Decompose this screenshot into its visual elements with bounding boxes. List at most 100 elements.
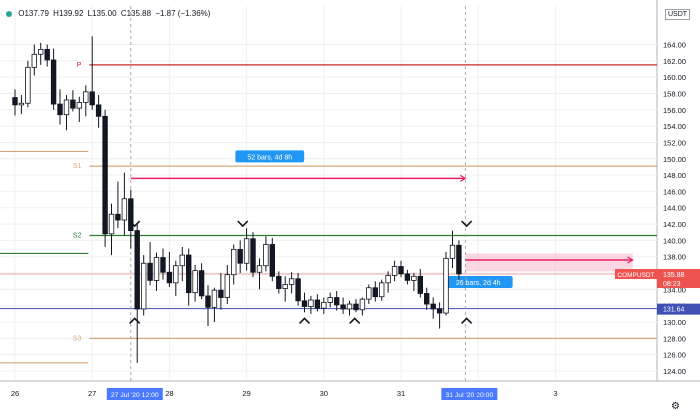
- candle-body: [153, 257, 160, 281]
- bottom-marker-icon: [349, 317, 361, 324]
- measure-arrow-icon: [627, 256, 634, 264]
- close-value: C135.88: [120, 9, 152, 18]
- candle-body: [31, 53, 37, 68]
- candle-body: [83, 91, 89, 103]
- candle-body: [18, 102, 25, 106]
- candle-body: [57, 103, 63, 116]
- candle-body: [424, 293, 430, 305]
- price-tick-label: 146.00: [663, 187, 686, 196]
- price-tick-label: 128.00: [663, 334, 686, 343]
- symbol-tag: [615, 269, 657, 280]
- candle-body: [449, 244, 456, 259]
- candle-body: [353, 303, 359, 311]
- candle-body: [38, 48, 44, 55]
- bar-countdown-label: 08:23: [663, 281, 681, 288]
- price-axis-panel: [657, 0, 700, 416]
- candle-body: [166, 271, 173, 284]
- pivot-label-s2: S2: [73, 232, 82, 239]
- measure-range-box: [465, 253, 633, 272]
- symbol-status-icon: [6, 10, 12, 17]
- top-marker-icon: [129, 220, 141, 228]
- price-tick-label: 126.00: [663, 351, 686, 360]
- candle-body: [243, 238, 250, 264]
- change-value: −1.87 (−1.36%): [155, 9, 211, 18]
- candle-body: [346, 303, 353, 310]
- support-price-tag: [657, 303, 700, 315]
- price-tick-label: 148.00: [663, 171, 686, 180]
- candle-body: [224, 274, 230, 298]
- candle-body: [443, 257, 449, 314]
- price-tick-label: 130.00: [663, 318, 686, 327]
- candle-body: [301, 300, 308, 307]
- price-tick-label: 138.00: [663, 253, 686, 262]
- candle-body: [211, 289, 218, 308]
- candle-body: [231, 248, 237, 276]
- time-tick-label: 31: [397, 389, 405, 398]
- candle-body: [340, 304, 346, 310]
- candle-body: [269, 244, 276, 277]
- symbol-tag-label: COMPUSDT: [617, 272, 654, 279]
- candle-body: [89, 91, 95, 106]
- candle-body: [321, 302, 327, 309]
- candle-body: [288, 278, 295, 285]
- candle-body: [282, 284, 288, 289]
- candle-body: [436, 308, 443, 314]
- time-tick-label: 30: [320, 389, 328, 398]
- price-tick-label: 142.00: [663, 220, 686, 229]
- price-tick-label: 162.00: [663, 57, 686, 66]
- measure-arrow-icon: [460, 174, 467, 182]
- candle-body: [76, 102, 83, 109]
- price-tick-label: 124.00: [663, 367, 686, 376]
- price-tick-label: 160.00: [663, 73, 686, 82]
- candle-body: [250, 238, 256, 273]
- measure-label-box: [443, 276, 513, 289]
- top-marker-icon: [237, 220, 249, 228]
- high-value: H139.92: [53, 9, 84, 18]
- price-tick-label: 152.00: [663, 138, 686, 147]
- price-tick-label: 154.00: [663, 122, 686, 131]
- low-value: L135.00: [87, 9, 117, 18]
- candle-body: [121, 198, 128, 221]
- candle-body: [263, 244, 269, 267]
- candle-body: [295, 278, 301, 302]
- measure-label: 26 bars, 2d 4h: [456, 280, 501, 287]
- time-tick-label: 3: [553, 389, 557, 398]
- bottom-marker-icon: [298, 317, 311, 324]
- candle-body: [179, 254, 185, 267]
- time-tick-label: 26: [11, 389, 19, 398]
- bottom-marker-icon: [129, 317, 141, 324]
- candle-body: [218, 289, 224, 298]
- candle-body: [160, 257, 166, 273]
- candle-body: [404, 273, 411, 281]
- candle-body: [308, 299, 314, 307]
- candle-body: [102, 115, 108, 235]
- open-value: O137.79: [18, 9, 49, 18]
- bottom-marker-icon: [461, 317, 473, 324]
- candle-body: [63, 99, 70, 116]
- candle-body: [372, 287, 378, 298]
- price-tick-label: 144.00: [663, 204, 686, 213]
- candle-body: [456, 244, 462, 275]
- candle-body: [385, 275, 391, 284]
- current-price-label: 135.88: [663, 272, 685, 279]
- candle-body: [327, 297, 333, 303]
- candle-body: [50, 59, 57, 105]
- gear-icon[interactable]: ⚙: [671, 401, 680, 412]
- candle-body: [205, 295, 211, 308]
- time-tick-label: 28: [165, 389, 173, 398]
- candle-body: [398, 266, 404, 275]
- top-marker-icon: [461, 220, 473, 228]
- candle-body: [95, 104, 102, 117]
- candle-body: [366, 287, 372, 300]
- candle-body: [198, 270, 205, 297]
- time-highlight-label: 31 Jul '20 20:00: [445, 392, 493, 399]
- time-highlight-box: [106, 388, 163, 400]
- candle-body: [192, 270, 198, 294]
- ohlc-legend: O137.79 H139.92 L135.00 C135.88 −1.87 (−…: [6, 9, 210, 18]
- candle-body: [256, 265, 263, 273]
- candle-body: [314, 299, 321, 309]
- currency-label[interactable]: USDT: [665, 9, 691, 20]
- candle-body: [359, 298, 366, 311]
